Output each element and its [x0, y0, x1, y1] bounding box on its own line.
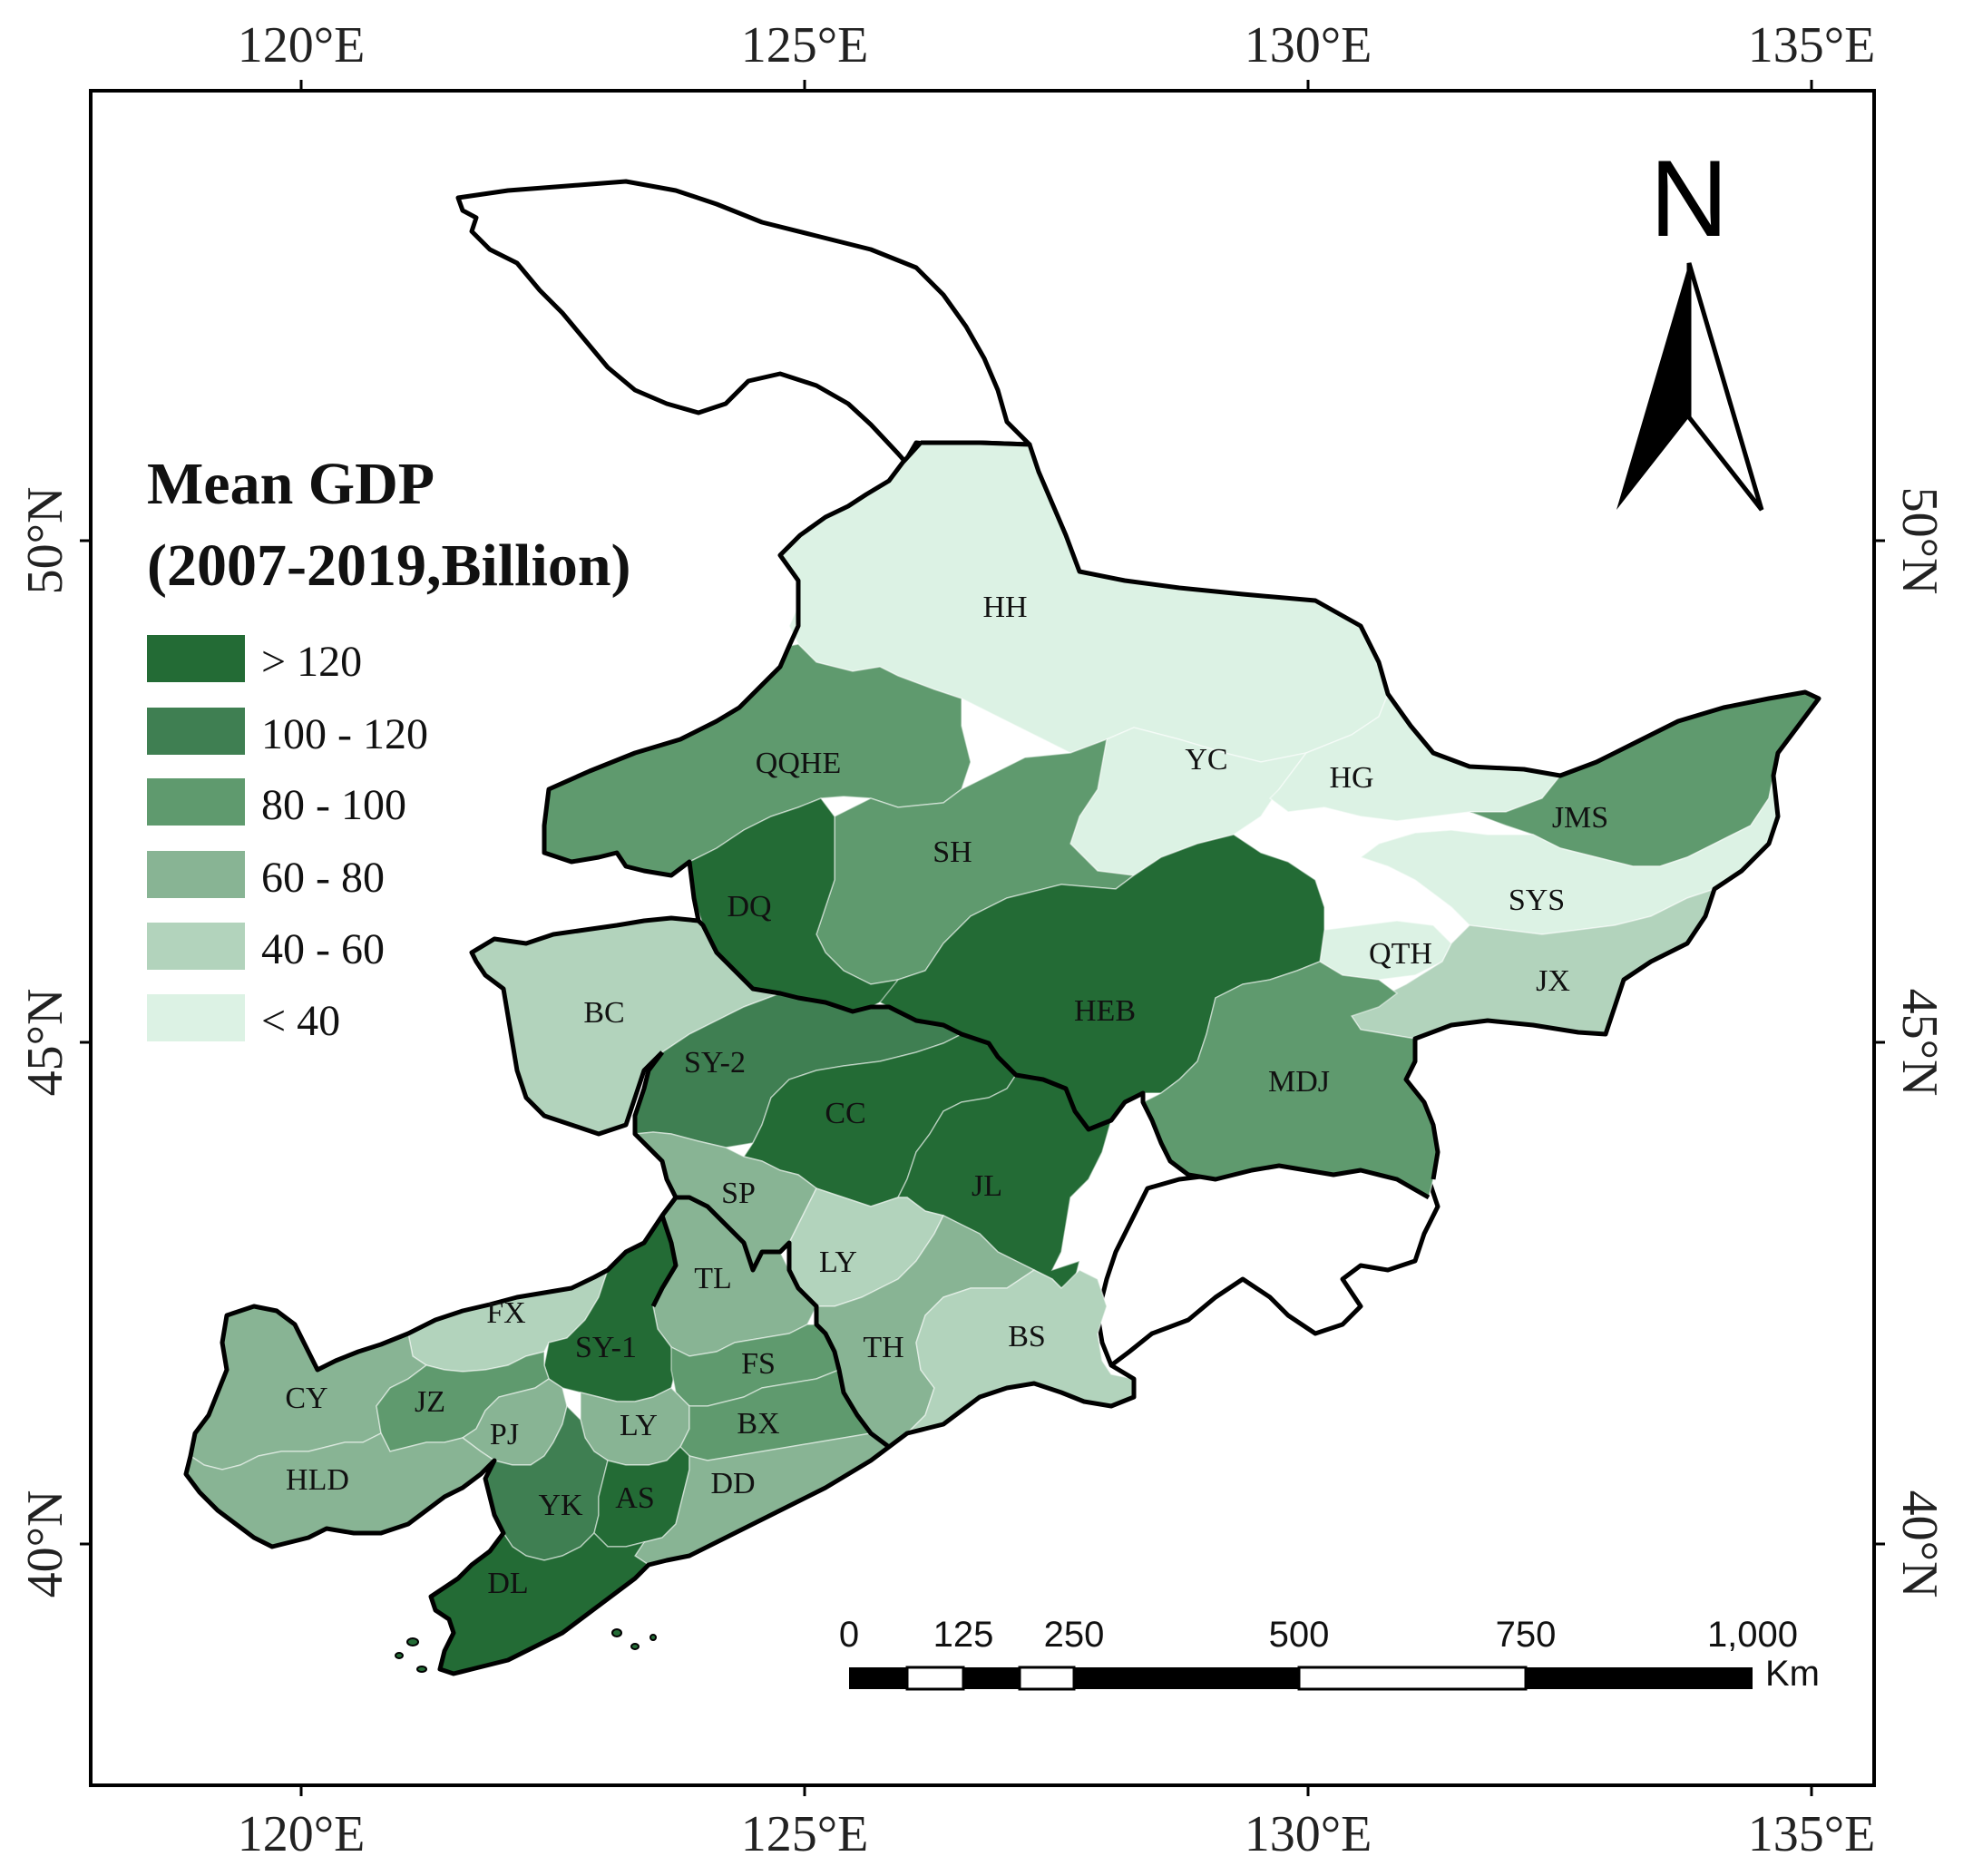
region-label-LY-N: LY [819, 1246, 857, 1279]
north-arrow-left-half [1616, 263, 1689, 510]
region-label-SYS: SYS [1509, 884, 1565, 917]
lat-label-45-right: 45°N [1891, 989, 1948, 1097]
lat-label-40-left: 40°N [17, 1490, 73, 1598]
scale-seg-3 [963, 1667, 1020, 1689]
region-label-FX: FX [486, 1296, 525, 1330]
legend-label-100-120: 100 - 120 [261, 710, 428, 758]
lat-label-50-right: 50°N [1891, 487, 1948, 595]
region-label-SY-2: SY-2 [684, 1046, 746, 1080]
region-label-AS: AS [615, 1481, 654, 1515]
lat-label-45-left: 45°N [17, 989, 73, 1097]
outer-boundary [921, 440, 1821, 1180]
heilongjiang-jilin-border [697, 919, 1431, 1200]
region-label-JX: JX [1536, 964, 1570, 998]
west-boundary [469, 441, 923, 1137]
region-label-SP: SP [721, 1177, 756, 1210]
region-label-HLD: HLD [286, 1463, 349, 1497]
region-label-BC: BC [583, 996, 624, 1030]
region-labels: HH YC HG JMS SYS QTH JX QQHE SH DQ HEB M… [285, 591, 1608, 1600]
scale-unit: Km [1765, 1654, 1820, 1694]
southwest-coast-boundary [183, 1050, 1137, 1676]
legend-label-80-100: 80 - 100 [261, 781, 406, 829]
north-arrow-label: N [1650, 138, 1729, 259]
region-label-MDJ: MDJ [1268, 1065, 1330, 1099]
region-label-DL: DL [487, 1567, 528, 1600]
jilin-liaoning-border [660, 1195, 891, 1449]
lat-label-50-left: 50°N [17, 487, 73, 595]
region-label-SY-1: SY-1 [575, 1331, 637, 1364]
legend-swatch-100-120 [147, 708, 245, 755]
region-label-QQHE: QQHE [756, 747, 841, 780]
legend-label-40-60: 40 - 60 [261, 925, 385, 973]
lon-label-120-bottom: 120°E [238, 1806, 366, 1862]
legend-swatch-40-60 [147, 923, 245, 970]
lon-label-120-top: 120°E [238, 17, 366, 73]
legend: Mean GDP (2007-2019,Billion) > 120 100 -… [147, 451, 631, 1045]
region-label-YC: YC [1185, 743, 1227, 777]
region-label-TH: TH [863, 1331, 903, 1364]
region-label-BX: BX [737, 1407, 779, 1441]
region-label-CY: CY [285, 1382, 327, 1415]
region-label-JZ: JZ [415, 1385, 445, 1419]
region-label-FS: FS [741, 1347, 776, 1381]
lat-label-40-right: 40°N [1891, 1490, 1948, 1598]
inner-mongolia-jilin-border [650, 1215, 679, 1308]
scale-label-750: 750 [1496, 1615, 1557, 1655]
region-label-SH: SH [933, 835, 972, 869]
region-label-CC: CC [825, 1097, 865, 1130]
scale-label-250: 250 [1044, 1615, 1105, 1655]
region-label-YK: YK [538, 1489, 583, 1522]
region-label-DD: DD [710, 1467, 755, 1500]
lon-label-130-bottom: 130°E [1245, 1806, 1372, 1862]
region-label-LY-S: LY [620, 1409, 658, 1442]
scale-label-0: 0 [839, 1615, 859, 1655]
scale-seg-7 [1526, 1667, 1753, 1689]
scale-bar: 0 125 250 500 750 1,000 Km [839, 1615, 1820, 1694]
scale-seg-1 [849, 1667, 907, 1689]
lon-label-125-bottom: 125°E [741, 1806, 869, 1862]
region-label-JL: JL [972, 1169, 1002, 1203]
legend-label-60-80: 60 - 80 [261, 854, 385, 902]
region-label-JMS: JMS [1552, 801, 1608, 835]
scale-label-1000: 1,000 [1707, 1615, 1798, 1655]
region-label-HH: HH [982, 591, 1027, 624]
lon-label-135-bottom: 135°E [1748, 1806, 1876, 1862]
lon-label-135-top: 135°E [1748, 17, 1876, 73]
regions-layer [185, 442, 1821, 1675]
region-label-QTH: QTH [1369, 937, 1432, 971]
legend-swatch-lt40 [147, 994, 245, 1041]
legend-label-lt40: < 40 [261, 997, 340, 1045]
scale-label-500: 500 [1269, 1615, 1330, 1655]
scale-label-125: 125 [933, 1615, 994, 1655]
legend-swatch-60-80 [147, 851, 245, 898]
province-boundaries [183, 440, 1821, 1676]
scale-seg-5 [1074, 1667, 1299, 1689]
legend-swatch-gt120 [147, 635, 245, 682]
north-arrow: N [1616, 138, 1764, 512]
region-label-HEB: HEB [1074, 994, 1136, 1028]
lon-label-125-top: 125°E [741, 17, 869, 73]
legend-items: > 120 100 - 120 80 - 100 60 - 80 40 - 60… [147, 635, 428, 1045]
legend-title-line1: Mean GDP [147, 451, 435, 517]
legend-label-gt120: > 120 [261, 638, 362, 686]
lon-label-130-top: 130°E [1245, 17, 1372, 73]
region-label-PJ: PJ [490, 1418, 519, 1451]
region-label-TL: TL [694, 1262, 732, 1295]
legend-title-line2: (2007-2019,Billion) [147, 533, 631, 599]
scale-seg-2 [905, 1666, 965, 1691]
longitude-tick-marks [80, 80, 1885, 1796]
dalian-islands [395, 1628, 657, 1673]
region-label-BS: BS [1008, 1320, 1046, 1353]
region-label-DQ: DQ [727, 890, 771, 923]
legend-swatch-80-100 [147, 778, 245, 826]
scale-seg-6 [1297, 1666, 1528, 1691]
region-label-HG: HG [1329, 761, 1373, 795]
scale-seg-4 [1018, 1666, 1076, 1691]
north-arrow-right-half [1686, 262, 1764, 512]
